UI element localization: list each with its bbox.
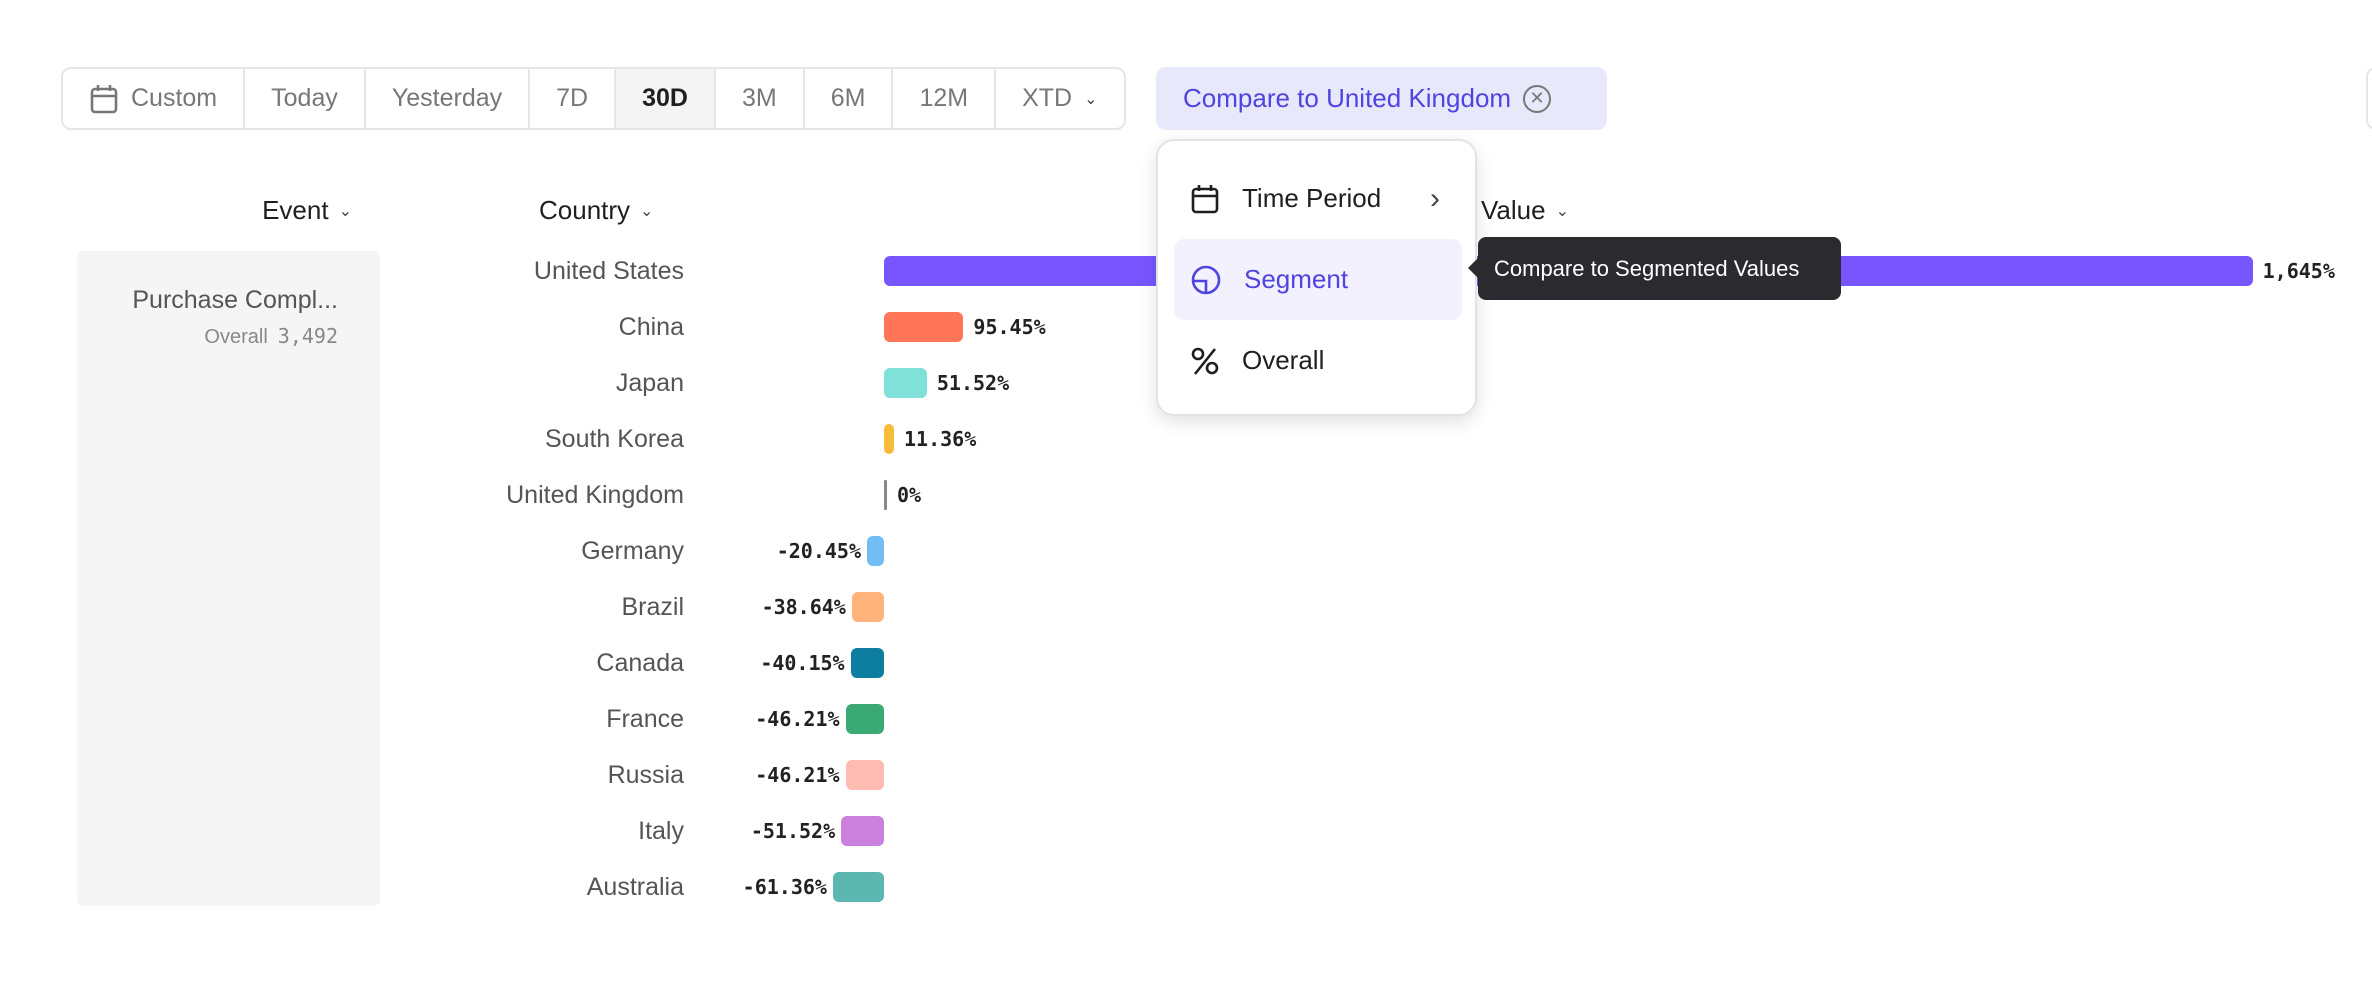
- event-header-label: Event: [262, 195, 329, 225]
- value-label: 11.36%: [904, 427, 977, 451]
- offscreen-control[interactable]: [2366, 67, 2372, 130]
- range-custom-button[interactable]: Custom: [63, 69, 246, 128]
- event-summary-value: 3,492: [277, 324, 338, 348]
- value-header-label: Value: [1481, 195, 1546, 225]
- category-label: United Kingdom: [506, 481, 684, 509]
- value-label: -46.21%: [755, 763, 840, 787]
- bar-south-korea[interactable]: [884, 424, 894, 454]
- menu-item-overall[interactable]: Overall: [1174, 320, 1462, 401]
- value-label: 95.45%: [973, 315, 1046, 339]
- value-label: -20.45%: [776, 539, 861, 563]
- range-7d-button[interactable]: 7D: [530, 69, 617, 128]
- chevron-right-icon: ›: [1430, 181, 1440, 215]
- range-label: XTD: [1022, 84, 1073, 112]
- category-label: Japan: [615, 369, 684, 397]
- calendar-icon: [89, 83, 119, 115]
- bar-france[interactable]: [845, 704, 884, 734]
- value-label: -40.15%: [760, 651, 845, 675]
- percent-icon: [1190, 345, 1220, 377]
- range-label: Custom: [131, 84, 218, 112]
- range-6m-button[interactable]: 6M: [805, 69, 894, 128]
- category-label: United States: [533, 257, 684, 285]
- value-label: 51.52%: [936, 371, 1010, 395]
- country-header[interactable]: Country ⌄: [539, 195, 653, 226]
- range-yesterday-button[interactable]: Yesterday: [366, 69, 531, 128]
- range-label: 3M: [741, 84, 777, 112]
- category-label: Canada: [596, 649, 684, 677]
- range-label: 6M: [830, 84, 866, 112]
- bar-italy[interactable]: [841, 816, 884, 846]
- bar-russia[interactable]: [845, 760, 884, 790]
- range-label: Today: [271, 84, 338, 112]
- bar-japan[interactable]: [884, 368, 927, 398]
- compare-chip-label: Compare to United Kingdom: [1183, 83, 1512, 113]
- category-label: Brazil: [621, 593, 684, 621]
- menu-item-label: Segment: [1244, 264, 1349, 294]
- value-label: -61.36%: [742, 875, 827, 899]
- close-circle-icon[interactable]: ✕: [1523, 84, 1552, 113]
- country-header-label: Country: [539, 195, 631, 225]
- range-30d-button[interactable]: 30D: [616, 69, 716, 128]
- date-range-toolbar: Custom Today Yesterday 7D 30D 3M 6M 12M XTD ⌄: [61, 67, 1126, 130]
- bar-canada[interactable]: [850, 648, 884, 678]
- range-label: 12M: [919, 84, 969, 112]
- compare-dropdown-menu: Time Period › Segment Overall: [1156, 139, 1477, 416]
- value-label: 1,645%: [2262, 259, 2335, 283]
- event-summary: Overall 3,492: [204, 324, 338, 349]
- range-label: 7D: [556, 84, 589, 112]
- range-label: Yesterday: [391, 84, 503, 112]
- value-label: -38.64%: [761, 595, 846, 619]
- range-3m-button[interactable]: 3M: [716, 69, 805, 128]
- range-today-button[interactable]: Today: [245, 69, 366, 128]
- event-panel[interactable]: Purchase Compl... Overall 3,492: [77, 251, 380, 906]
- category-label: South Korea: [545, 425, 684, 453]
- menu-item-label: Time Period: [1242, 183, 1382, 213]
- bar-australia[interactable]: [832, 872, 884, 902]
- value-header[interactable]: Value ⌄: [1481, 195, 1569, 226]
- bar-united-kingdom[interactable]: [884, 480, 887, 510]
- chevron-down-icon: ⌄: [1084, 90, 1098, 108]
- calendar-icon: [1190, 183, 1220, 215]
- tooltip: Compare to Segmented Values: [1468, 237, 1841, 300]
- chevron-down-icon: ⌄: [1555, 202, 1569, 220]
- chevron-down-icon: ⌄: [338, 202, 352, 220]
- segment-pie-icon: [1190, 264, 1222, 296]
- compare-chip[interactable]: Compare to United Kingdom ✕: [1156, 67, 1607, 130]
- category-label: China: [618, 313, 684, 341]
- category-label: France: [606, 705, 684, 733]
- category-label: Germany: [581, 537, 684, 565]
- range-label: 30D: [642, 84, 688, 112]
- event-header[interactable]: Event ⌄: [262, 195, 352, 226]
- category-label: Italy: [638, 817, 684, 845]
- value-label: -51.52%: [750, 819, 836, 843]
- range-12m-button[interactable]: 12M: [893, 69, 997, 128]
- value-label: -46.21%: [755, 707, 840, 731]
- bar-china[interactable]: [884, 312, 964, 342]
- category-label: Australia: [586, 873, 684, 901]
- bar-brazil[interactable]: [851, 592, 884, 622]
- range-xtd-button[interactable]: XTD ⌄: [996, 69, 1123, 128]
- event-name: Purchase Compl...: [132, 286, 338, 314]
- menu-item-time-period[interactable]: Time Period ›: [1174, 158, 1462, 239]
- bar-germany[interactable]: [866, 536, 884, 566]
- value-label: 0%: [897, 483, 922, 507]
- menu-item-label: Overall: [1242, 345, 1325, 375]
- chevron-down-icon: ⌄: [640, 202, 654, 220]
- menu-item-segment[interactable]: Segment: [1174, 239, 1462, 320]
- category-label: Russia: [607, 761, 684, 789]
- event-summary-label: Overall: [204, 326, 268, 348]
